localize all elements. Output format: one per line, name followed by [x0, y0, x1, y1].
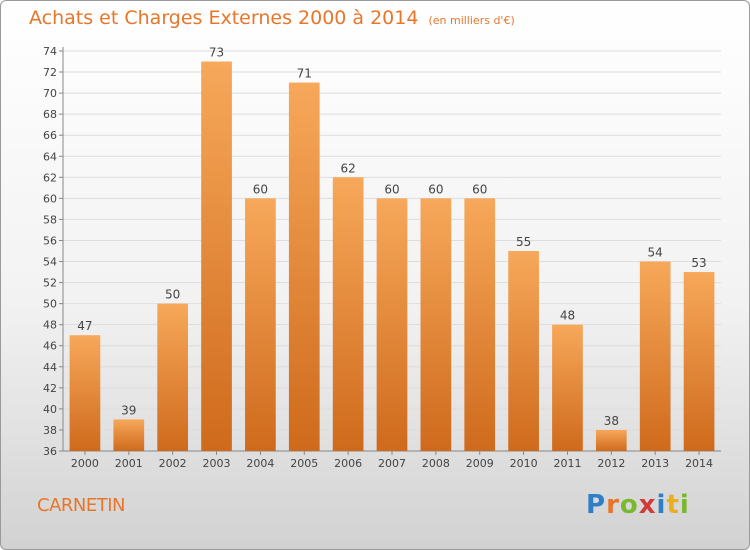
y-tick-label: 52: [43, 277, 57, 290]
y-tick-label: 42: [43, 382, 57, 395]
x-tick-label-2007: 2007: [378, 457, 406, 470]
y-tick-label: 54: [43, 256, 57, 269]
x-tick-label-2012: 2012: [597, 457, 625, 470]
data-label-2014: 53: [691, 256, 706, 270]
x-tick-label-2005: 2005: [290, 457, 318, 470]
bar-2002: [157, 303, 189, 451]
bar-2009: [464, 198, 496, 451]
bar-2008: [420, 198, 452, 451]
y-tick-label: 68: [43, 108, 57, 121]
data-label-2010: 55: [516, 235, 531, 249]
y-tick-label: 40: [43, 403, 57, 416]
y-tick-label: 74: [43, 45, 57, 58]
data-label-2005: 71: [297, 67, 312, 81]
data-label-2002: 50: [165, 288, 180, 302]
unit-note: (en milliers d'€): [428, 14, 515, 27]
x-tick-label-2001: 2001: [115, 457, 143, 470]
chart-title: Achats et Charges Externes 2000 à 2014 (e…: [29, 7, 515, 29]
bars: [69, 61, 715, 452]
proxiti-logo: Proxiti: [586, 490, 690, 520]
x-tick-label-2006: 2006: [334, 457, 362, 470]
y-tick-labels: 36 38 40 42 44 46 48 50 52 54 56 58 60 62 64 66 68 70 72 74: [43, 45, 57, 458]
bar-2003: [201, 61, 232, 452]
y-tick-label: 50: [43, 298, 57, 311]
x-tick-label-2011: 2011: [553, 457, 581, 470]
x-tick-label-2010: 2010: [510, 457, 538, 470]
bar-2004: [245, 198, 276, 451]
commune-name: CARNETIN: [37, 495, 126, 516]
x-tick-label-2003: 2003: [203, 457, 231, 470]
x-tick-label-2009: 2009: [466, 457, 494, 470]
y-tick-label: 48: [43, 319, 57, 332]
x-tick-label-2014: 2014: [685, 457, 713, 470]
bar-2001: [113, 419, 145, 451]
data-label-2006: 62: [340, 161, 355, 175]
y-tick-label: 56: [43, 234, 57, 247]
data-labels: 47 39 50 73 60 71 62 60 60 60 55 48 38 54 53: [77, 46, 706, 428]
x-tick-label-2008: 2008: [422, 457, 450, 470]
bar-2011: [552, 324, 583, 451]
bar-2006: [332, 177, 364, 451]
y-tick-label: 46: [43, 340, 57, 353]
data-label-2013: 54: [648, 246, 663, 260]
y-tick-label: 66: [43, 129, 57, 142]
y-tick-label: 72: [43, 66, 57, 79]
x-tick-label-2000: 2000: [71, 457, 99, 470]
data-label-2012: 38: [604, 414, 619, 428]
data-label-2008: 60: [428, 182, 443, 196]
data-label-2009: 60: [472, 182, 487, 196]
data-label-2007: 60: [384, 182, 399, 196]
y-tick-label: 64: [43, 150, 57, 163]
bar-2014: [683, 272, 715, 451]
x-tick-label-2004: 2004: [246, 457, 274, 470]
y-tick-label: 38: [43, 424, 57, 437]
y-tick-label: 58: [43, 213, 57, 226]
y-tick-label: 60: [43, 192, 57, 205]
x-tick-labels: 2000 2001 2002 2003 2004 2005 2006 2007 2008 2009…: [71, 457, 713, 470]
data-label-2001: 39: [121, 403, 136, 417]
bar-2013: [639, 261, 671, 451]
bar-2012: [595, 429, 627, 451]
y-tick-label: 36: [43, 445, 57, 458]
y-tick-label: 70: [43, 87, 57, 100]
data-label-2003: 73: [209, 46, 224, 60]
data-label-2004: 60: [253, 182, 268, 196]
bar-2000: [69, 335, 101, 451]
data-label-2000: 47: [77, 319, 92, 333]
bar-2007: [376, 198, 408, 451]
data-label-2011: 48: [560, 309, 575, 323]
y-tick-label: 44: [43, 361, 57, 374]
x-tick-label-2013: 2013: [641, 457, 669, 470]
y-tick-label: 62: [43, 171, 57, 184]
chart-title-text: Achats et Charges Externes 2000 à 2014: [29, 7, 419, 29]
bar-2010: [508, 251, 539, 451]
bar-2005: [288, 82, 320, 451]
x-tick-label-2002: 2002: [159, 457, 187, 470]
